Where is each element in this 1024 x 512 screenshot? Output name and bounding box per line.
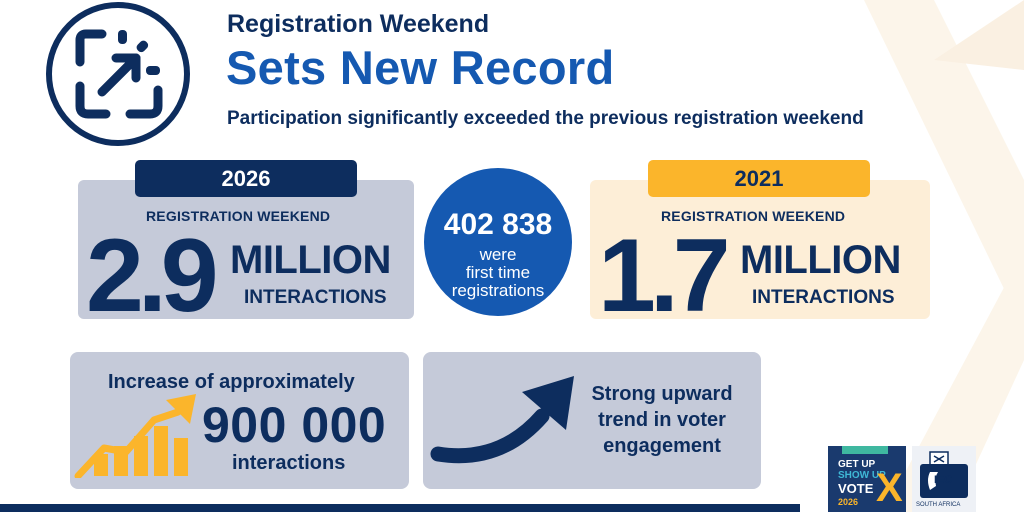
first-time-line-1: were — [479, 245, 517, 264]
upward-trend-arrow-icon — [430, 376, 574, 464]
growth-chart-icon — [74, 394, 196, 478]
caption-2026: INTERACTIONS — [244, 287, 387, 308]
year-tab-2021: 2021 — [648, 160, 870, 197]
page-tagline: Participation significantly exceeded the… — [227, 108, 864, 129]
unit-2026: MILLION — [230, 238, 391, 282]
page-title: Sets New Record — [226, 41, 615, 94]
first-time-caption: were first time registrations — [424, 246, 572, 300]
vote-poster: GET UP SHOW UP VOTE X 2026 — [828, 446, 906, 512]
increase-value: 900 000 — [202, 397, 387, 453]
year-tab-2026: 2026 — [135, 160, 357, 197]
caption-2021: INTERACTIONS — [752, 287, 895, 308]
first-time-value: 402 838 — [443, 208, 553, 241]
iec-country: SOUTH AFRICA — [916, 502, 961, 508]
poster-line-2: SHOW UP — [838, 470, 886, 481]
trend-text: Strong upward trend in voter engagement — [572, 381, 752, 459]
poster-mark: X — [876, 466, 903, 510]
iec-label: IEC — [934, 474, 953, 486]
first-time-registrations-badge: 402 838 were first time registrations — [424, 168, 572, 316]
page-subtitle: Registration Weekend — [227, 10, 490, 38]
value-2021: 1.7 — [598, 218, 731, 334]
card-2026 — [78, 180, 414, 319]
value-2026: 2.9 — [86, 218, 219, 334]
poster-line-3: VOTE — [838, 481, 874, 496]
unit-2021: MILLION — [740, 238, 901, 282]
bottom-bar — [0, 504, 800, 512]
poster-accent — [842, 446, 888, 454]
iec-logo: IEC SOUTH AFRICA — [912, 446, 976, 512]
trend-line-1: Strong upward — [591, 383, 733, 405]
trend-line-3: engagement — [603, 435, 721, 457]
increase-label: Increase of approximately — [108, 371, 355, 393]
increase-caption: interactions — [232, 452, 346, 474]
ballot-box-icon — [920, 451, 968, 498]
registration-weekend-label-2026: REGISTRATION WEEKEND — [146, 208, 331, 224]
poster-year: 2026 — [838, 497, 859, 507]
registration-scan-icon — [46, 2, 190, 146]
trend-card — [423, 352, 761, 489]
registration-weekend-label-2021: REGISTRATION WEEKEND — [661, 208, 846, 224]
poster-line-1: GET UP — [838, 459, 876, 470]
first-time-line-3: registrations — [451, 281, 545, 300]
trend-line-2: trend in voter — [598, 409, 726, 431]
card-2021 — [590, 180, 930, 319]
first-time-line-2: first time — [465, 263, 531, 282]
